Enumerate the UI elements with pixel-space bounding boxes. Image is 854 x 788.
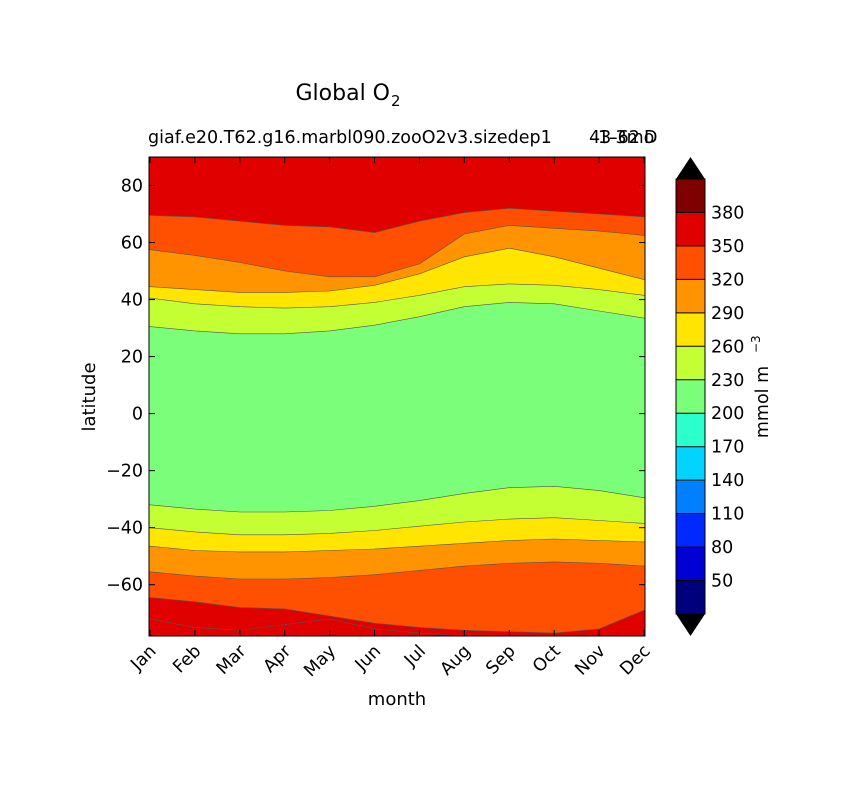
colorbar-label-exponent: −3 bbox=[749, 335, 763, 353]
chart-title: Global O bbox=[296, 81, 391, 106]
plot-frame bbox=[148, 156, 646, 637]
x-tick-label: Dec bbox=[616, 641, 654, 679]
y-axis-label: latitude bbox=[79, 362, 100, 431]
chart-subtitle-end: D bbox=[644, 128, 657, 148]
colorbar-swatch bbox=[676, 547, 705, 582]
y-tick-label: −60 bbox=[106, 576, 143, 596]
colorbar-swatch bbox=[676, 413, 705, 448]
y-tick-label: 20 bbox=[121, 348, 143, 368]
chart-subtitle-overlap-a: 43-62 bbox=[589, 128, 640, 148]
chart-subtitle: giaf.e20.T62.g16.marbl090.zooO2v3.sizede… bbox=[148, 128, 552, 148]
x-tick-label: Feb bbox=[169, 641, 205, 677]
colorbar-label: mmol m −3 bbox=[749, 335, 773, 438]
colorbar-tick-label: 260 bbox=[711, 337, 744, 357]
colorbar: 50 80 110 140 170 200 230 260 290 320 350 380 bbox=[675, 157, 744, 636]
colorbar-swatch bbox=[676, 312, 705, 347]
y-tick-label: 0 bbox=[132, 405, 143, 425]
x-tick-label: Apr bbox=[260, 641, 296, 677]
colorbar-tick-label: 230 bbox=[711, 371, 744, 391]
colorbar-tick-label: 170 bbox=[711, 438, 744, 458]
x-tick-label: Nov bbox=[571, 641, 609, 679]
colorbar-tick-label: 200 bbox=[711, 404, 744, 424]
x-tick-label: Sep bbox=[482, 641, 519, 678]
colorbar-swatch bbox=[676, 580, 705, 615]
y-tick-label: −20 bbox=[106, 462, 143, 482]
colorbar-tick-label: 50 bbox=[711, 572, 733, 592]
colorbar-tick-label: 320 bbox=[711, 270, 744, 290]
x-tick-label: Jun bbox=[351, 641, 385, 675]
chart-title-subscript: 2 bbox=[391, 92, 401, 110]
colorbar-swatch bbox=[676, 480, 705, 515]
colorbar-tick-label: 350 bbox=[711, 237, 744, 257]
colorbar-extend-top bbox=[676, 157, 705, 179]
colorbar-swatch bbox=[676, 212, 705, 247]
colorbar-tick-label: 290 bbox=[711, 304, 744, 324]
colorbar-swatch bbox=[676, 245, 705, 280]
colorbar-swatch bbox=[676, 279, 705, 314]
x-tick-label: Oct bbox=[529, 641, 565, 677]
x-axis-label: month bbox=[368, 689, 426, 710]
x-tick-label: Jul bbox=[400, 641, 430, 671]
colorbar-swatch bbox=[676, 446, 705, 481]
y-tick-label: 40 bbox=[121, 291, 143, 311]
colorbar-swatch bbox=[676, 513, 705, 548]
x-tick-label: May bbox=[300, 641, 340, 681]
y-tick-label: −40 bbox=[106, 519, 143, 539]
colorbar-label-text: mmol m bbox=[753, 366, 773, 438]
colorbar-tick-label: 110 bbox=[711, 505, 744, 525]
colorbar-swatch bbox=[676, 346, 705, 381]
x-tick-label: Mar bbox=[213, 641, 251, 679]
colorbar-tick-label: 380 bbox=[711, 203, 744, 223]
colorbar-frame bbox=[675, 178, 706, 615]
colorbar-swatch bbox=[676, 379, 705, 414]
contour-plot: 80 60 40 20 0 −20 −40 −60 Jan Feb Mar Apr May Jun Jul… bbox=[106, 156, 655, 681]
y-tick-label: 60 bbox=[121, 234, 143, 254]
colorbar-swatch bbox=[676, 179, 705, 213]
chart-subtitle-overlap-b: 1-3mo bbox=[598, 128, 654, 148]
band-200 bbox=[149, 302, 645, 513]
colorbar-tick-label: 140 bbox=[711, 471, 744, 491]
colorbar-extend-bottom bbox=[676, 614, 705, 636]
band-350-south bbox=[149, 618, 645, 636]
x-tick-label: Jan bbox=[127, 641, 161, 675]
x-tick-label: Aug bbox=[437, 641, 475, 679]
y-tick-label: 80 bbox=[121, 177, 143, 197]
colorbar-tick-label: 80 bbox=[711, 538, 733, 558]
